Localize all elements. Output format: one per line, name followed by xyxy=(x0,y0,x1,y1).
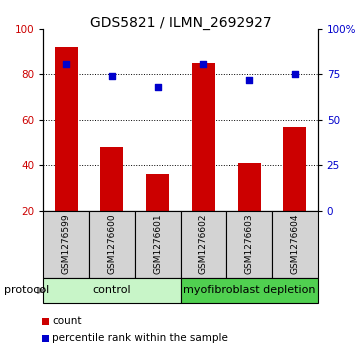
Bar xyxy=(55,47,78,211)
Point xyxy=(200,61,206,66)
Text: GSM1276599: GSM1276599 xyxy=(62,214,71,274)
Text: myofibroblast depletion: myofibroblast depletion xyxy=(183,285,316,295)
Text: protocol: protocol xyxy=(4,285,49,295)
Text: control: control xyxy=(93,285,131,295)
Bar xyxy=(42,334,49,342)
Bar xyxy=(42,318,49,325)
Bar xyxy=(135,211,180,278)
Text: count: count xyxy=(52,316,82,326)
Point xyxy=(292,72,298,77)
Bar xyxy=(283,127,306,211)
Bar xyxy=(100,147,123,211)
Bar xyxy=(226,211,272,278)
Bar xyxy=(89,211,135,278)
Bar xyxy=(180,278,318,303)
Text: GSM1276602: GSM1276602 xyxy=(199,214,208,274)
Point xyxy=(246,77,252,83)
Bar xyxy=(146,174,169,211)
Text: GSM1276600: GSM1276600 xyxy=(108,214,116,274)
Bar xyxy=(180,211,226,278)
Point xyxy=(155,84,161,90)
Text: GDS5821 / ILMN_2692927: GDS5821 / ILMN_2692927 xyxy=(90,16,271,30)
Point xyxy=(109,73,115,79)
Bar xyxy=(238,163,261,211)
Text: GSM1276603: GSM1276603 xyxy=(245,214,253,274)
Text: GSM1276601: GSM1276601 xyxy=(153,214,162,274)
Bar xyxy=(192,63,215,211)
Point xyxy=(63,61,69,66)
Bar xyxy=(43,211,89,278)
Text: percentile rank within the sample: percentile rank within the sample xyxy=(52,333,228,343)
Bar xyxy=(272,211,318,278)
Text: GSM1276604: GSM1276604 xyxy=(290,214,299,274)
Bar xyxy=(43,278,180,303)
